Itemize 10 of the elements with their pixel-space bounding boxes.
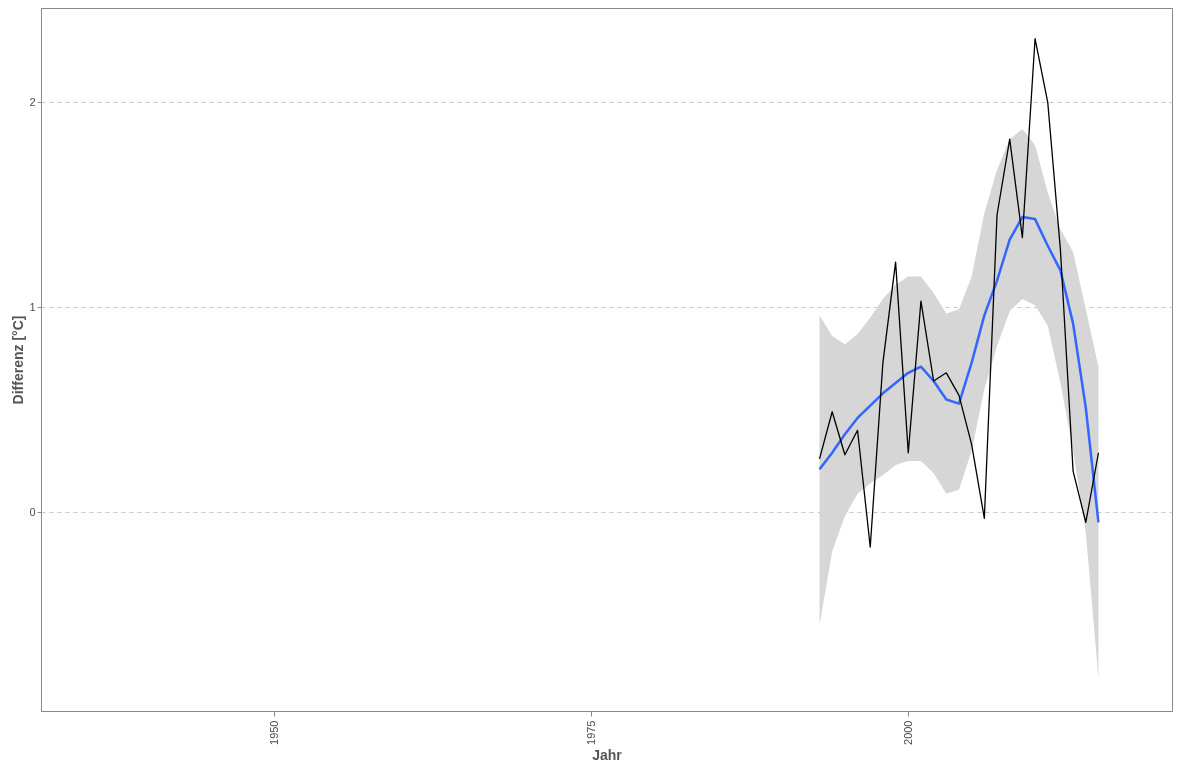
x-tick-label: 2000 [901, 720, 914, 745]
x-axis-title: Jahr [592, 746, 623, 762]
y-tick-label: 1 [29, 300, 36, 313]
x-tick-label: 1950 [267, 720, 280, 745]
y-tick-label: 0 [29, 505, 36, 518]
x-tick-label: 1975 [584, 720, 597, 745]
y-tick-label: 2 [29, 95, 36, 108]
line-series [818, 38, 1100, 548]
line-series [818, 215, 1100, 524]
y-axis-title: Differenz [°C] [10, 315, 27, 405]
